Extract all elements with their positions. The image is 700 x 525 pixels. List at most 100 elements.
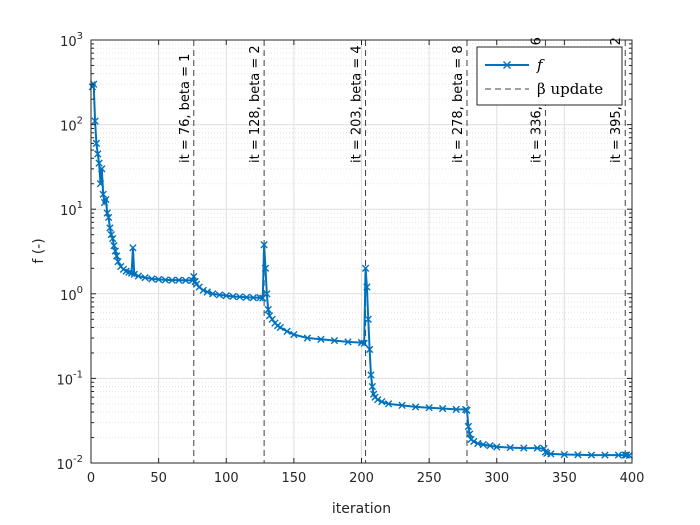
data-point <box>181 276 190 285</box>
data-point <box>110 242 118 250</box>
data-point <box>520 444 528 452</box>
data-point <box>91 117 99 125</box>
data-point <box>533 444 542 452</box>
data-point <box>94 150 102 158</box>
y-tick-label: 101 <box>60 200 83 219</box>
x-tick-label: 400 <box>620 471 645 486</box>
data-point <box>303 334 312 342</box>
data-point <box>464 422 473 431</box>
series-f <box>88 80 633 460</box>
data-point <box>229 292 237 301</box>
data-point <box>361 264 370 273</box>
y-axis-label: f (-) <box>31 238 47 263</box>
data-point <box>560 450 569 459</box>
data-point <box>452 405 460 414</box>
legend-box <box>476 46 623 106</box>
y-tick-label: 100 <box>60 285 83 304</box>
data-point <box>260 241 268 249</box>
data-point <box>283 327 291 336</box>
data-point <box>148 275 156 283</box>
data-point <box>614 451 623 459</box>
data-point <box>249 293 257 302</box>
data-point <box>367 371 375 379</box>
x-tick-label: 300 <box>484 471 509 486</box>
data-point <box>486 442 494 450</box>
beta-update-label: it = 203, beta = 4 <box>350 45 365 163</box>
data-point <box>474 439 482 448</box>
axes-frame <box>90 39 633 464</box>
data-point <box>463 406 471 414</box>
data-point <box>96 180 105 188</box>
data-point <box>506 443 514 452</box>
data-point <box>98 165 106 173</box>
data-point <box>108 234 117 243</box>
x-tick-label: 100 <box>214 471 239 486</box>
data-point <box>290 330 298 339</box>
data-point <box>130 270 138 278</box>
data-point <box>466 430 474 438</box>
beta-update-label: it = 76, beta = 1 <box>178 54 193 163</box>
data-point <box>95 159 103 167</box>
legend-label-f: f <box>536 56 545 74</box>
x-tick-label: 150 <box>281 471 306 486</box>
data-point <box>479 440 487 449</box>
x-tick-labels: 0 50 100 150 200 250 300 350 400 <box>87 471 645 486</box>
data-point <box>264 305 272 314</box>
data-point <box>268 315 276 323</box>
x-tick-label: 250 <box>417 471 442 486</box>
data-point <box>547 450 555 458</box>
data-point <box>411 403 420 411</box>
data-point <box>344 338 352 346</box>
x-tick-label: 200 <box>349 471 374 486</box>
data-point <box>102 195 110 204</box>
legend-series-marker <box>503 61 511 69</box>
data-point <box>215 291 224 299</box>
data-point <box>574 451 582 459</box>
data-point <box>625 451 633 460</box>
data-point <box>368 382 377 391</box>
data-point <box>203 288 212 296</box>
data-point <box>141 274 149 282</box>
data-point <box>106 224 114 232</box>
data-point <box>168 276 176 284</box>
data-point <box>236 293 244 301</box>
data-point <box>425 404 433 412</box>
data-point <box>438 404 447 413</box>
y-tick-label: 103 <box>60 31 83 50</box>
beta-update-label: it = 278, beta = 8 <box>451 45 466 163</box>
legend-label-beta-update: β update <box>537 80 603 98</box>
data-point <box>199 286 207 294</box>
data-point <box>92 139 101 148</box>
x-tick-label: 50 <box>150 471 167 486</box>
data-point <box>104 213 113 222</box>
data-point <box>261 264 270 273</box>
data-point <box>364 315 372 323</box>
data-point <box>493 443 501 451</box>
beta-update-label: it = 128, beta = 2 <box>248 45 263 163</box>
data-point <box>276 323 285 332</box>
data-point <box>263 290 271 298</box>
y-tick-label: 10-1 <box>56 369 83 388</box>
data-point <box>161 276 170 284</box>
data-point <box>398 401 406 410</box>
data-point <box>374 396 382 404</box>
y-tick-label: 102 <box>60 116 83 135</box>
data-point <box>114 257 122 266</box>
data-point <box>360 339 368 347</box>
data-point <box>470 437 478 446</box>
data-point <box>587 451 596 459</box>
data-point <box>113 252 121 260</box>
data-point <box>378 398 386 406</box>
data-point <box>175 276 183 284</box>
data-point <box>363 283 371 291</box>
data-point <box>134 272 143 280</box>
data-point <box>103 209 111 217</box>
x-tick-label: 0 <box>87 471 95 486</box>
data-point <box>622 451 631 459</box>
x-tick-label: 350 <box>552 471 577 486</box>
x-axis-label: iteration <box>332 501 391 517</box>
data-point <box>601 451 609 459</box>
data-point <box>317 335 325 343</box>
data-point <box>365 345 374 354</box>
